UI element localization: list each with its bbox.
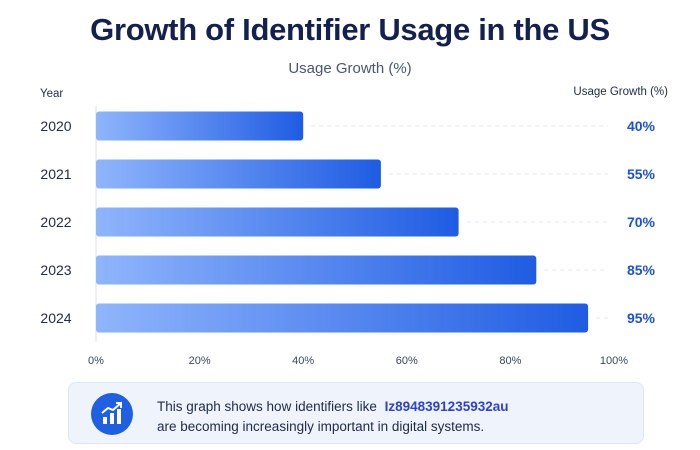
bar <box>96 111 304 141</box>
bar <box>96 159 381 189</box>
x-tick-label: 60% <box>396 355 418 367</box>
x-tick-label: 0% <box>88 355 104 367</box>
category-label: 2024 <box>40 310 71 326</box>
category-label: 2023 <box>40 262 71 278</box>
bar-chart: Year Usage Growth (%) 2020 40% 2021 55% 2022… <box>40 86 668 367</box>
value-label: 85% <box>627 262 656 278</box>
x-tick-label: 100% <box>600 355 628 367</box>
value-column-header: Usage Growth (%) <box>573 86 668 98</box>
x-tick-label: 20% <box>189 355 211 367</box>
x-tick-label: 80% <box>499 355 521 367</box>
info-text-after: are becoming increasingly important in d… <box>157 419 485 434</box>
value-label: 40% <box>627 118 656 134</box>
category-label: 2021 <box>40 166 71 182</box>
y-axis-header: Year <box>40 88 63 100</box>
info-box: This graph shows how identifiers like Iz… <box>68 382 644 444</box>
bar <box>96 255 537 285</box>
category-label: 2020 <box>40 118 71 134</box>
value-label: 70% <box>627 214 656 230</box>
chart-subtitle: Usage Growth (%) <box>288 60 412 77</box>
identifier-code: Iz8948391235932au <box>384 399 509 414</box>
info-text-before: This graph shows how identifiers like <box>157 399 377 414</box>
info-text: This graph shows how identifiers like Iz… <box>157 397 627 437</box>
category-label: 2022 <box>40 214 71 230</box>
bar <box>96 207 459 237</box>
growth-chart-icon <box>91 393 133 435</box>
value-label: 55% <box>627 166 656 182</box>
chart-title: Growth of Identifier Usage in the US <box>90 12 610 47</box>
bar <box>96 303 589 333</box>
x-tick-label: 40% <box>292 355 314 367</box>
value-label: 95% <box>627 310 656 326</box>
